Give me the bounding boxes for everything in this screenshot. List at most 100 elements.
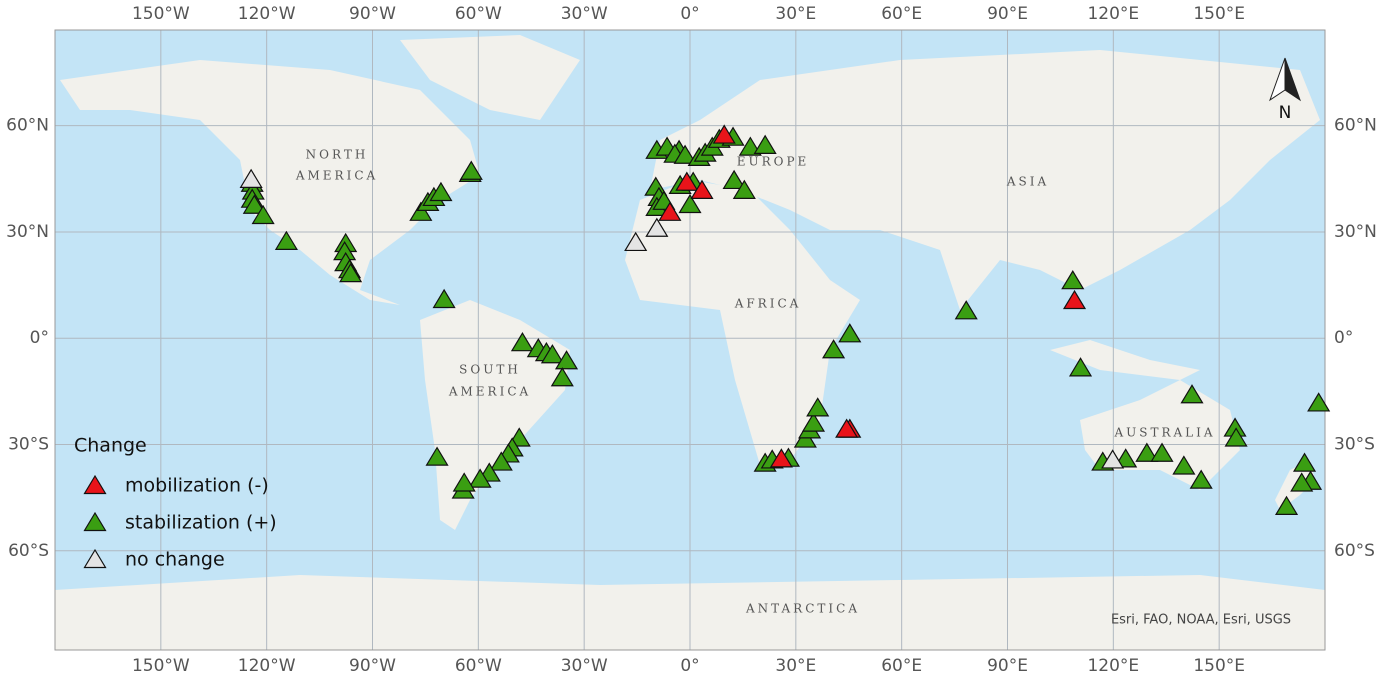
x-tick-label: 30°W: [561, 4, 608, 24]
site-marker: [459, 160, 483, 180]
x-tick-label: 0°: [680, 656, 699, 676]
site-marker: [769, 448, 793, 468]
site-marker: [1172, 455, 1196, 475]
site-marker: [1292, 452, 1317, 472]
y-tick-label: 60°S: [8, 541, 49, 561]
legend-label: no change: [125, 549, 225, 571]
continent-label: NORTH: [306, 148, 369, 162]
x-tick-label: 90°E: [987, 4, 1028, 24]
x-tick-label: 90°E: [987, 656, 1028, 676]
legend-symbol: [83, 511, 107, 532]
continent-label: AUSTRALIA: [1113, 426, 1215, 440]
site-marker: [822, 339, 846, 359]
site-marker: [409, 201, 433, 221]
legend-symbol: [83, 548, 107, 569]
x-tick-label: 120°W: [238, 656, 296, 676]
y-tick-label: 60°S: [1334, 541, 1375, 561]
site-marker: [339, 262, 363, 283]
continent-label: SOUTH: [459, 363, 521, 377]
x-tick-label: 30°E: [775, 656, 816, 676]
site-marker: [1224, 427, 1248, 447]
site-marker: [274, 230, 298, 250]
continent-label: AFRICA: [734, 297, 802, 311]
y-tick-label: 30°S: [1334, 435, 1375, 455]
y-tick-label: 0°: [30, 328, 49, 348]
x-tick-label: 60°E: [881, 4, 922, 24]
x-tick-label: 60°E: [881, 656, 922, 676]
y-tick-label: 30°N: [6, 222, 49, 242]
site-marker: [510, 332, 534, 352]
site-marker: [1274, 495, 1299, 515]
x-tick-label: 150°E: [1193, 656, 1245, 676]
site-marker: [1180, 384, 1204, 404]
site-marker: [645, 217, 669, 237]
site-marker: [954, 300, 978, 320]
x-tick-label: 30°W: [561, 656, 608, 676]
site-marker: [242, 194, 266, 214]
y-tick-label: 0°: [1334, 328, 1353, 348]
site-marker: [1290, 472, 1314, 492]
site-marker: [550, 367, 574, 387]
site-marker: [1307, 392, 1331, 412]
site-marker: [753, 134, 777, 154]
x-tick-label: 120°E: [1087, 4, 1139, 24]
legend-symbol: [83, 474, 107, 495]
site-marker: [239, 168, 263, 188]
continent-label: AMERICA: [295, 169, 378, 183]
site-marker: [722, 169, 746, 190]
y-tick-label: 30°N: [1334, 222, 1377, 242]
site-marker: [1135, 442, 1159, 462]
site-marker: [425, 446, 449, 466]
x-tick-label: 0°: [680, 4, 699, 24]
x-tick-label: 90°W: [349, 4, 396, 24]
site-marker: [732, 179, 756, 199]
site-marker: [429, 181, 453, 202]
continent-label: ASIA: [1006, 175, 1049, 189]
site-marker: [251, 204, 275, 225]
site-marker: [838, 323, 862, 343]
site-marker: [1068, 357, 1093, 377]
north-label: N: [1279, 103, 1292, 123]
site-marker: [712, 124, 736, 144]
y-tick-label: 30°S: [8, 435, 49, 455]
x-tick-label: 150°W: [132, 656, 190, 676]
x-tick-label: 150°W: [132, 4, 190, 24]
y-tick-label: 60°N: [1334, 116, 1377, 136]
site-marker: [835, 418, 859, 438]
site-marker: [489, 451, 513, 471]
continent-label: EUROPE: [737, 155, 810, 169]
map-frame: [54, 29, 1326, 651]
site-marker: [690, 179, 714, 199]
site-marker: [554, 350, 579, 370]
site-marker: [1150, 442, 1174, 462]
site-marker: [1101, 449, 1125, 469]
site-marker: [658, 201, 682, 221]
site-marker: [1189, 469, 1213, 489]
site-marker: [673, 144, 697, 164]
site-marker: [801, 412, 826, 432]
site-marker: [675, 171, 699, 191]
continent-label: AMERICA: [448, 385, 531, 399]
x-tick-label: 30°E: [775, 4, 816, 24]
site-marker: [452, 472, 476, 492]
site-marker: [806, 397, 830, 417]
site-marker: [1062, 289, 1087, 310]
north-arrow: N: [1269, 57, 1301, 123]
continent-label: ANTARCTICA: [745, 602, 860, 616]
site-marker: [678, 193, 702, 214]
attribution: Esri, FAO, NOAA, Esri, USGS: [1111, 613, 1291, 628]
x-tick-label: 90°W: [349, 656, 396, 676]
x-tick-label: 120°W: [238, 4, 296, 24]
site-marker: [624, 231, 648, 252]
x-tick-label: 60°W: [455, 4, 502, 24]
x-tick-label: 120°E: [1087, 656, 1139, 676]
site-marker: [1061, 270, 1085, 290]
site-marker: [468, 468, 492, 488]
site-marker: [540, 344, 564, 364]
legend-title: Change: [74, 435, 147, 457]
legend-label: stabilization (+): [125, 512, 277, 534]
legend-label: mobilization (-): [125, 475, 269, 497]
x-tick-label: 60°W: [455, 656, 502, 676]
x-tick-label: 150°E: [1193, 4, 1245, 24]
